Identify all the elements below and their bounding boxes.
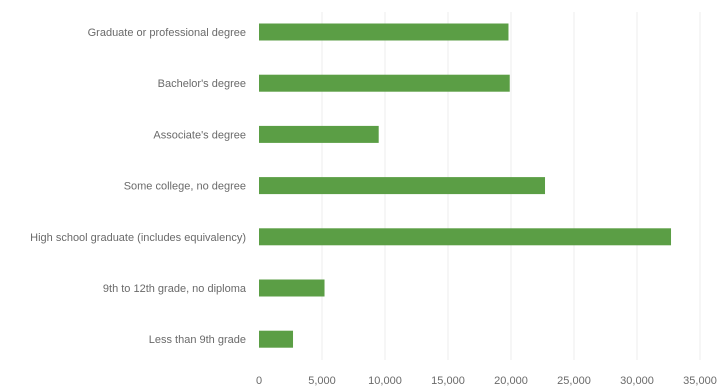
category-label: Some college, no degree — [124, 181, 246, 193]
x-tick-label: 35,000 — [683, 375, 717, 387]
category-label: Associate's degree — [153, 129, 246, 141]
bar — [259, 125, 379, 143]
category-label: High school graduate (includes equivalen… — [30, 232, 246, 244]
x-axis-tick-labels: 0 5,000 10,000 15,000 20,000 25,000 30,000 35,0… — [256, 375, 717, 387]
category-label: Graduate or professional degree — [88, 27, 246, 39]
x-tick-label: 20,000 — [494, 375, 528, 387]
bar — [259, 74, 510, 92]
x-tick-label: 0 — [256, 375, 262, 387]
bar — [259, 23, 509, 41]
category-labels: Graduate or professional degree Bachelor'… — [30, 27, 247, 346]
category-label: Bachelor's degree — [158, 78, 246, 90]
x-tick-label: 10,000 — [368, 375, 402, 387]
bar — [259, 177, 546, 195]
x-tick-label: 30,000 — [620, 375, 654, 387]
bar — [259, 279, 325, 297]
bar — [259, 330, 294, 348]
bar — [259, 228, 672, 246]
x-tick-label: 5,000 — [308, 375, 336, 387]
category-label: 9th to 12th grade, no diploma — [103, 283, 247, 295]
x-tick-label: 25,000 — [557, 375, 591, 387]
bars — [259, 23, 672, 348]
x-tick-label: 15,000 — [431, 375, 465, 387]
category-label: Less than 9th grade — [149, 334, 246, 346]
